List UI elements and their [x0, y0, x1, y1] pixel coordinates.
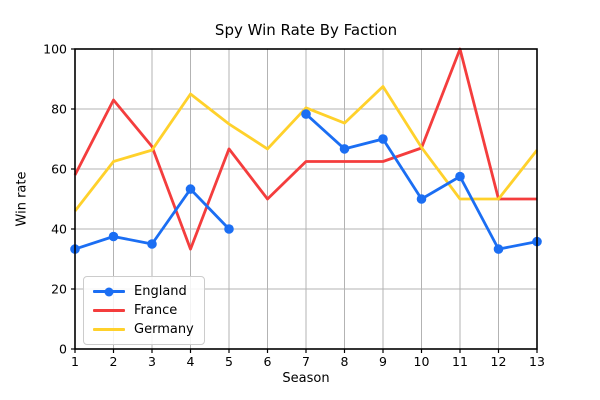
x-axis-label: Season — [282, 371, 330, 386]
england-line-swatch — [93, 287, 125, 296]
data-point-england — [455, 171, 465, 182]
x-tick-label: 7 — [302, 354, 310, 369]
x-tick-label: 12 — [491, 354, 507, 369]
x-tick-label: 8 — [341, 354, 349, 369]
x-tick-label: 1 — [71, 354, 79, 369]
legend-entry-england: England — [93, 282, 204, 301]
data-point-england — [339, 144, 350, 154]
y-tick-label: 100 — [43, 42, 67, 57]
x-tick-label: 9 — [379, 354, 387, 369]
axes-spines — [74, 48, 538, 350]
y-axis-label: Win rate — [14, 171, 30, 227]
x-tick-label: 5 — [225, 354, 233, 369]
legend-label: Germany — [134, 322, 194, 337]
legend: England France Germany — [83, 276, 205, 345]
y-tick-label: 80 — [51, 102, 67, 117]
data-point-england — [108, 231, 119, 242]
x-tick-label: 11 — [452, 354, 468, 369]
y-tick-label: 20 — [51, 282, 67, 297]
legend-label: England — [134, 284, 187, 299]
data-point-england — [493, 244, 504, 254]
data-point-england — [416, 194, 427, 204]
y-tick-label: 0 — [59, 342, 67, 357]
x-tick-label: 13 — [529, 354, 545, 369]
y-tick-label: 60 — [51, 162, 67, 177]
france-line-swatch — [93, 309, 125, 312]
x-tick-label: 10 — [414, 354, 430, 369]
legend-label: France — [134, 303, 178, 318]
x-tick-label: 6 — [264, 354, 272, 369]
series-line-germany — [73, 85, 539, 212]
data-point-england — [185, 184, 196, 194]
england-marker-icon — [104, 287, 114, 296]
x-tick-label: 3 — [148, 354, 156, 369]
legend-entry-germany: Germany — [93, 320, 204, 339]
chart-title: Spy Win Rate By Faction — [214, 21, 398, 39]
y-tick-label: 40 — [51, 222, 67, 237]
germany-line-swatch — [93, 328, 125, 331]
data-point-england — [378, 134, 388, 144]
data-point-england — [224, 224, 234, 234]
x-tick-label: 2 — [110, 354, 118, 369]
x-tick-label: 4 — [187, 354, 195, 369]
data-point-england — [147, 239, 157, 249]
data-point-england — [301, 109, 311, 119]
legend-entry-france: France — [93, 301, 204, 320]
